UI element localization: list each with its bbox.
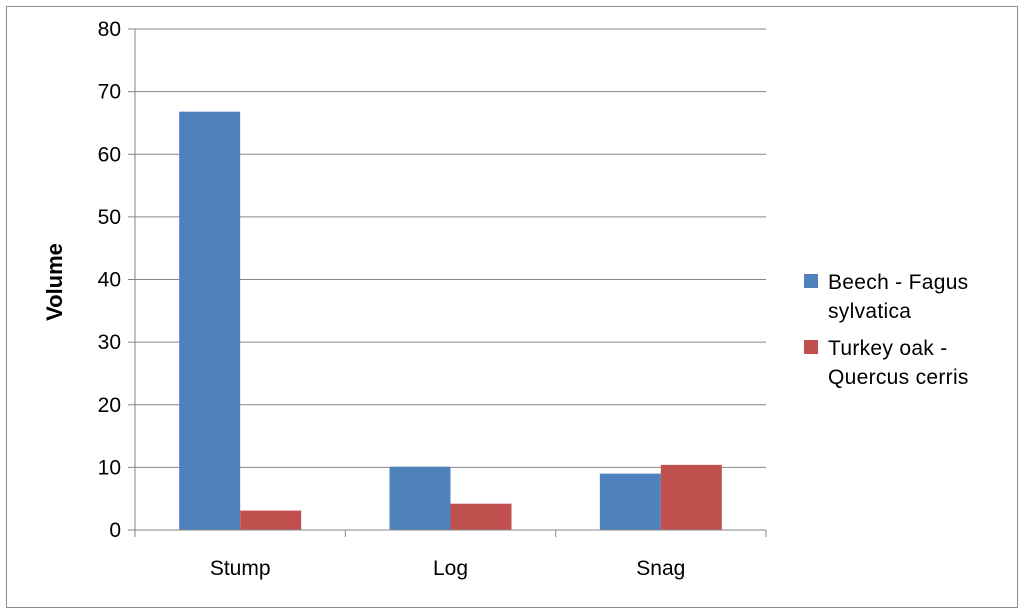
legend-swatch-beech bbox=[804, 274, 818, 288]
bar bbox=[599, 473, 661, 530]
x-tick-labels: Stump Log Snag bbox=[210, 557, 686, 580]
x-tick-label: Snag bbox=[636, 557, 685, 580]
y-axis-label: Volume bbox=[42, 243, 67, 321]
y-tick-label: 60 bbox=[98, 143, 121, 166]
y-tick-label: 80 bbox=[98, 18, 121, 41]
bar bbox=[450, 503, 512, 530]
bar bbox=[389, 466, 451, 530]
legend-item: Beech - Fagus sylvatica bbox=[804, 268, 1004, 326]
bar bbox=[179, 111, 241, 530]
y-tick-label: 40 bbox=[98, 269, 121, 292]
y-tick-label: 30 bbox=[98, 331, 121, 354]
legend-label-turkey-oak: Turkey oak - Quercus cerris bbox=[828, 337, 969, 389]
y-tick-label: 50 bbox=[98, 206, 121, 229]
legend-item: Turkey oak - Quercus cerris bbox=[804, 334, 1004, 392]
x-tick-label: Log bbox=[433, 557, 468, 580]
legend: Beech - Fagus sylvatica Turkey oak - Que… bbox=[804, 268, 1004, 400]
bar bbox=[660, 464, 722, 530]
y-tick-label: 10 bbox=[98, 456, 121, 479]
y-tick-labels: 0 10 20 30 40 50 60 70 80 bbox=[98, 18, 121, 542]
axes bbox=[128, 28, 767, 537]
y-tick-label: 70 bbox=[98, 81, 121, 104]
legend-swatch-turkey-oak bbox=[804, 340, 818, 354]
legend-label-beech: Beech - Fagus sylvatica bbox=[828, 271, 969, 323]
bars bbox=[179, 111, 722, 530]
y-tick-label: 20 bbox=[98, 394, 121, 417]
bar bbox=[240, 510, 302, 530]
chart-frame bbox=[6, 6, 1018, 608]
x-tick-label: Stump bbox=[210, 557, 271, 580]
y-tick-label: 0 bbox=[109, 519, 121, 542]
